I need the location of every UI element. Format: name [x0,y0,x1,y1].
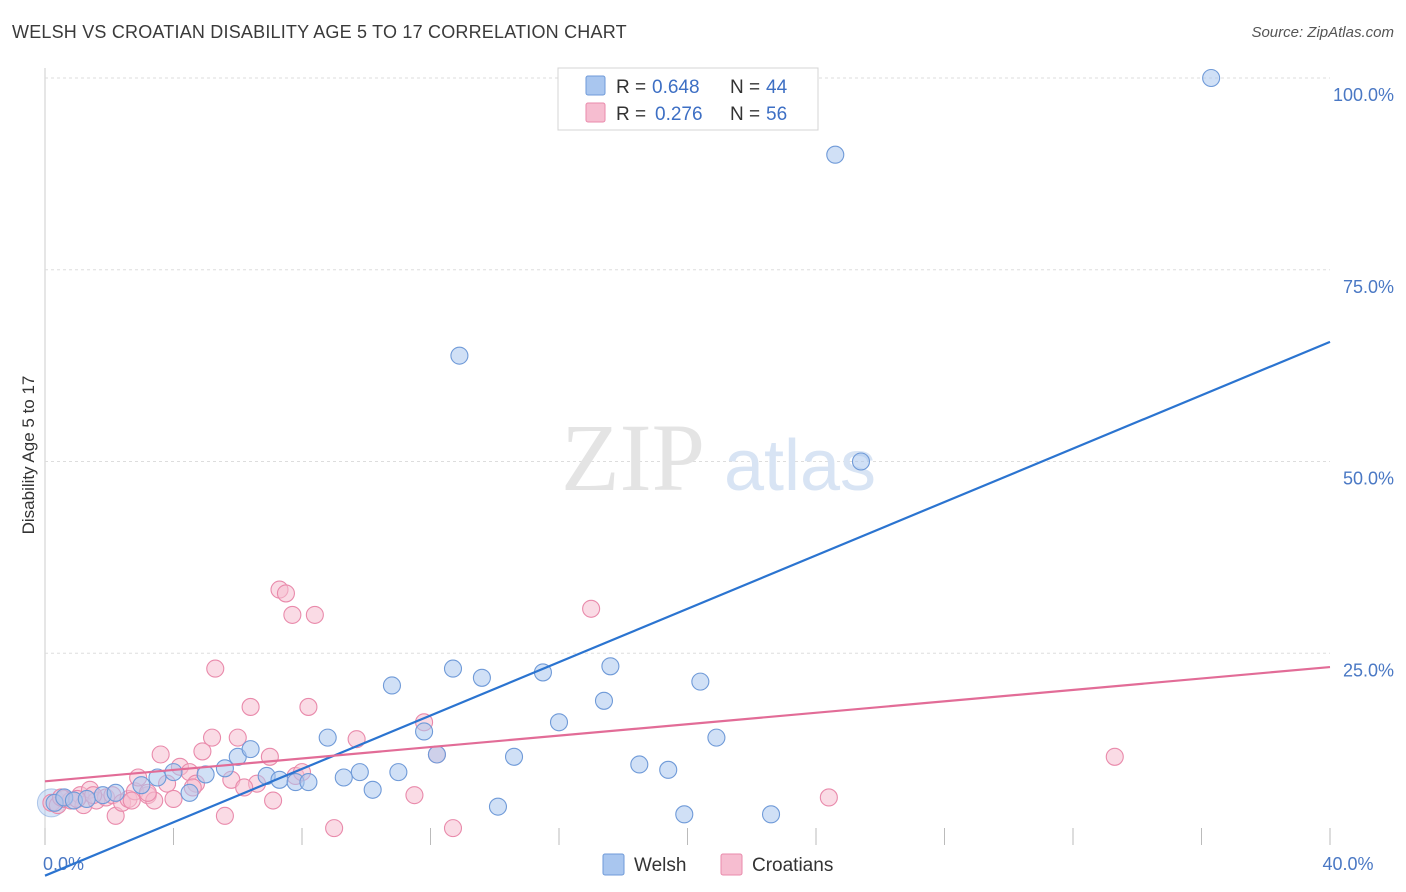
stats-r-value-croatians: 0.276 [655,104,703,125]
point-croatians-32 [264,791,283,810]
point-welsh-24 [415,722,434,741]
point-welsh-23 [389,763,408,782]
point-croatians-48 [1105,747,1124,766]
point-welsh-38 [691,672,710,691]
point-welsh-5 [106,783,125,802]
y-axis-ticks: 25.0% 50.0% 75.0% 100.0% [1333,85,1394,680]
point-croatians-28 [228,728,247,747]
y-tick-label-3: 100.0% [1333,85,1394,105]
stats-n-label-welsh: N = [730,77,760,98]
point-welsh-9 [180,783,199,802]
point-welsh-30 [504,747,524,766]
stats-r-label-croatians: R = [616,104,646,125]
point-welsh-20 [350,763,369,782]
point-welsh-26 [443,659,463,678]
point-welsh-17 [299,773,318,792]
point-croatians-47 [819,788,838,807]
point-welsh-8 [164,763,183,782]
watermark-zip: ZIP [561,404,705,511]
watermark: ZIP atlas [561,404,876,511]
x-axis-ticks: 0.0% 40.0% [43,828,1374,874]
point-welsh-33 [594,691,614,710]
stats-r-label-welsh: R = [616,77,646,98]
stats-n-value-welsh: 44 [766,77,788,98]
legend-swatch-croatians [720,853,743,876]
point-croatians-42 [405,786,424,805]
point-welsh-28 [472,668,491,687]
point-welsh-10 [196,765,215,784]
source-credit: Source: ZipAtlas.com [1251,24,1394,41]
point-welsh-7 [148,768,167,787]
point-welsh-37 [675,805,694,824]
point-croatians-24 [203,728,222,747]
legend: Welsh Croatians [602,853,833,876]
watermark-atlas: atlas [724,426,876,506]
point-welsh-32 [549,713,569,732]
point-croatians-40 [325,819,344,838]
point-croatians-17 [151,745,170,764]
point-croatians-19 [164,789,183,809]
point-welsh-29 [488,797,508,816]
y-tick-label-2: 75.0% [1343,277,1394,297]
point-croatians-45 [443,819,463,838]
legend-label-welsh: Welsh [634,855,686,876]
stats-n-value-croatians: 56 [766,104,787,125]
point-welsh-25 [427,745,446,764]
stats-box: R = 0.648 N = 44 R = 0.276 N = 56 [557,67,819,131]
point-welsh-35 [630,755,649,774]
point-croatians-34 [276,584,295,603]
point-croatians-26 [215,806,234,825]
point-welsh-39 [707,728,726,747]
stats-swatch-welsh [585,75,606,96]
point-welsh-36 [659,760,678,779]
point-welsh-21 [363,780,382,799]
point-croatians-35 [283,605,302,624]
y-tick-label-0: 25.0% [1343,660,1394,680]
legend-swatch-welsh [602,853,625,876]
chart-title: WELSH VS CROATIAN DISABILITY AGE 5 TO 17… [12,22,627,42]
x-tick-label-1: 40.0% [1322,854,1373,874]
y-tick-label-1: 50.0% [1343,469,1394,489]
point-croatians-51 [122,791,141,810]
trend-lines [44,340,1331,877]
point-croatians-29 [241,697,260,716]
point-welsh-43 [1202,68,1221,88]
stats-n-label-croatians: N = [730,104,760,125]
point-welsh-18 [318,728,337,747]
point-welsh-3 [77,789,96,809]
stats-r-value-welsh: 0.648 [652,77,700,98]
point-croatians-23 [193,742,212,761]
x-tick-label-0: 0.0% [43,854,84,874]
point-welsh-41 [826,145,845,164]
point-welsh-13 [241,740,260,759]
trendline-welsh [44,340,1331,877]
point-welsh-27 [450,346,469,365]
point-croatians-25 [206,659,225,678]
trendline-croatians [44,665,1331,783]
point-welsh-19 [334,768,353,787]
point-welsh-6 [132,776,151,795]
point-croatians-46 [582,599,601,618]
y-axis-label: Disability Age 5 to 17 [19,376,38,535]
point-welsh-34 [601,657,620,676]
point-croatians-39 [305,605,324,624]
point-welsh-40 [761,805,781,824]
point-welsh-42 [851,452,871,471]
point-croatians-38 [299,697,318,716]
legend-label-croatians: Croatians [752,855,833,876]
point-welsh-22 [382,676,402,695]
stats-swatch-croatians [585,102,606,123]
